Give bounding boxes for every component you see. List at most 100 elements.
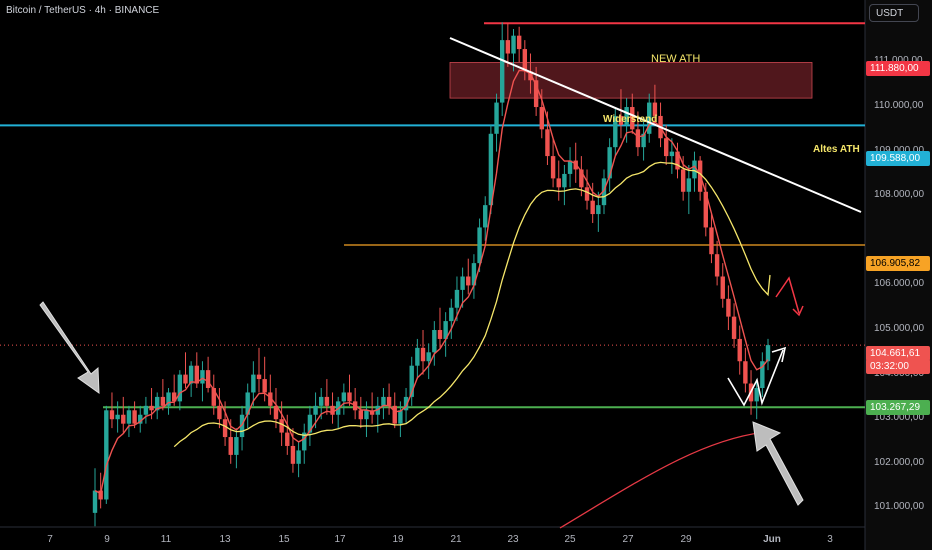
candle-body bbox=[279, 419, 284, 433]
time-tick-label: 17 bbox=[334, 534, 346, 545]
candle-body bbox=[104, 410, 109, 500]
candle-body bbox=[584, 187, 590, 201]
price-tick-label: 103.000,00 bbox=[874, 412, 925, 424]
candle-body bbox=[596, 205, 601, 215]
candle-body bbox=[364, 410, 369, 420]
candle-body bbox=[754, 387, 759, 402]
candle-body bbox=[409, 365, 414, 397]
candle-body bbox=[731, 316, 737, 339]
candle-body bbox=[460, 276, 465, 290]
candle-body bbox=[307, 414, 313, 433]
candle-body bbox=[449, 307, 454, 322]
red-projection-arrowhead bbox=[792, 305, 804, 317]
candle-body bbox=[709, 227, 714, 255]
candle-body bbox=[511, 35, 516, 54]
candle-body bbox=[545, 129, 550, 157]
candle-body bbox=[109, 410, 115, 420]
candle-body bbox=[341, 392, 347, 402]
candle-body bbox=[200, 370, 205, 384]
candle-body bbox=[432, 330, 437, 353]
candle-body bbox=[483, 205, 488, 228]
candle-body bbox=[392, 405, 397, 424]
candle-body bbox=[765, 345, 771, 362]
old-ath-label: Altes ATH bbox=[813, 144, 860, 155]
time-tick-label: 3 bbox=[827, 534, 833, 545]
time-tick-label: 9 bbox=[104, 534, 110, 545]
candle-body bbox=[166, 392, 171, 406]
fast-moving-average bbox=[94, 69, 769, 495]
candle-body bbox=[217, 405, 222, 420]
candle-body bbox=[138, 414, 143, 424]
candle-body bbox=[171, 392, 177, 402]
grey-arrow-right bbox=[752, 421, 804, 506]
candle-body bbox=[443, 321, 448, 339]
candle-body bbox=[720, 276, 725, 299]
price-tick-label: 101.000,00 bbox=[874, 501, 925, 513]
candle-body bbox=[562, 173, 567, 188]
candle-body bbox=[273, 405, 279, 420]
candle-body bbox=[760, 361, 765, 388]
candle-body bbox=[403, 396, 409, 411]
time-tick-label: 23 bbox=[507, 534, 519, 545]
candle-body bbox=[92, 490, 98, 513]
candle-body bbox=[126, 410, 132, 424]
grey-arrow-left bbox=[39, 301, 100, 395]
price-tick-label: 105.000,00 bbox=[874, 323, 925, 335]
candle-body bbox=[477, 227, 482, 264]
candle-body bbox=[256, 374, 262, 380]
candle-body bbox=[647, 102, 652, 134]
candle-body bbox=[488, 133, 494, 206]
candle-body bbox=[714, 254, 720, 277]
candle-body bbox=[143, 405, 149, 415]
time-tick-label: 19 bbox=[392, 534, 404, 545]
candle-body bbox=[471, 263, 477, 286]
candle-body bbox=[386, 396, 392, 406]
candle-body bbox=[98, 490, 103, 500]
time-tick-label: 11 bbox=[160, 534, 172, 545]
candle-body bbox=[726, 298, 731, 317]
candle-body bbox=[669, 151, 675, 157]
candle-body bbox=[533, 80, 539, 108]
candle-body bbox=[613, 115, 618, 148]
time-tick-label: Jun bbox=[763, 534, 781, 545]
candle-body bbox=[222, 419, 228, 438]
candle-body bbox=[205, 370, 211, 388]
candle-body bbox=[296, 450, 301, 464]
candle-body bbox=[132, 410, 137, 424]
candle-body bbox=[579, 169, 584, 188]
candle-body bbox=[437, 330, 443, 339]
currency-button[interactable]: USDT bbox=[869, 4, 919, 22]
candle-body bbox=[624, 107, 629, 125]
candle-body bbox=[454, 289, 460, 308]
price-tick-label: 110.000,00 bbox=[874, 100, 924, 112]
candle-body bbox=[573, 160, 578, 170]
candle-body bbox=[285, 432, 290, 446]
candle-body bbox=[211, 387, 216, 406]
price-tick-label: 102.000,00 bbox=[874, 456, 925, 468]
current-price-label: 104.661,61 bbox=[866, 346, 930, 361]
resistance-label: Widerstand bbox=[603, 114, 658, 125]
old-ath-price-label: 109.588,00 bbox=[866, 151, 930, 166]
candle-body bbox=[505, 40, 511, 54]
candle-body bbox=[262, 379, 267, 393]
time-tick-label: 21 bbox=[450, 534, 462, 545]
orange-level-price-label: 106.905,82 bbox=[866, 256, 930, 271]
candle-body bbox=[652, 102, 658, 116]
candle-body bbox=[618, 115, 624, 125]
price-tick-label: 111.000,00 bbox=[874, 55, 923, 66]
candle-body bbox=[324, 396, 330, 406]
white-w-arrowhead bbox=[771, 346, 787, 363]
candle-body bbox=[601, 178, 607, 206]
candle-body bbox=[381, 396, 386, 406]
candle-body bbox=[415, 347, 420, 366]
time-tick-label: 15 bbox=[278, 534, 290, 545]
candle-body bbox=[239, 414, 245, 438]
candle-body bbox=[516, 35, 522, 50]
support-price-label: 103.267,29 bbox=[866, 400, 930, 415]
candle-body bbox=[183, 374, 188, 384]
candle-body bbox=[358, 410, 364, 420]
candle-body bbox=[160, 396, 166, 406]
candle-body bbox=[528, 71, 533, 81]
descending-trendline bbox=[449, 37, 862, 213]
